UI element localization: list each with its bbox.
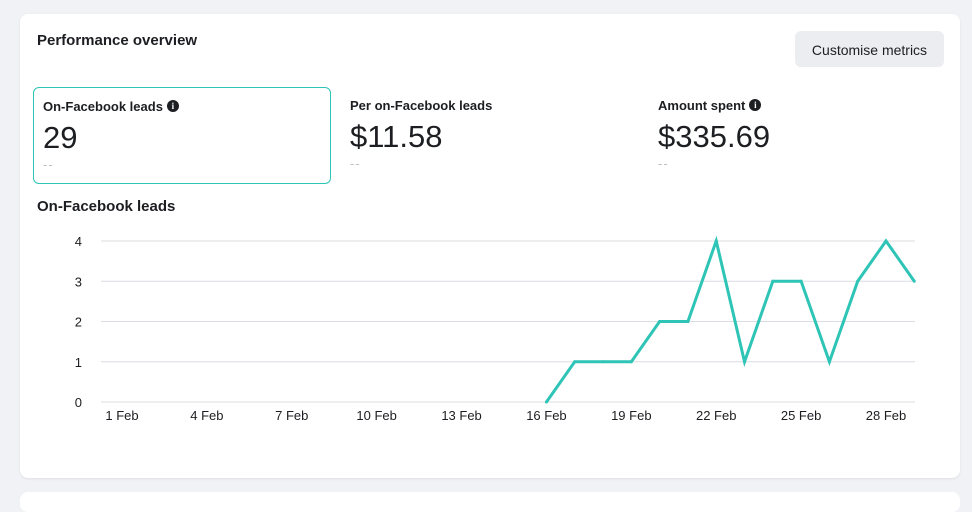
data-point	[601, 360, 605, 364]
metric-value: $11.58	[350, 119, 443, 154]
metric-label: Amount spent i	[658, 96, 938, 114]
data-point	[573, 360, 577, 364]
series-line	[545, 235, 916, 403]
metric-label-text: Amount spent	[658, 97, 746, 113]
data-point	[658, 320, 662, 323]
data-point	[686, 320, 690, 323]
next-card	[20, 492, 960, 512]
customise-metrics-button[interactable]: Customise metrics	[795, 31, 944, 67]
x-tick-label: 28 Feb	[866, 408, 906, 423]
y-tick-label: 4	[75, 234, 82, 249]
info-icon[interactable]: i	[166, 100, 179, 112]
data-point	[799, 279, 803, 283]
data-point	[629, 360, 633, 364]
metric-delta: --	[43, 157, 54, 172]
y-tick-label: 2	[75, 315, 82, 330]
performance-overview-card: Performance overview Customise metrics O…	[20, 14, 960, 478]
data-point	[827, 360, 831, 364]
x-tick-label: 22 Feb	[696, 408, 736, 423]
metric-label: Per on-Facebook leads	[350, 96, 630, 114]
info-icon[interactable]: i	[749, 99, 762, 111]
leads-line-chart: 0 1 2 3 4 1 Feb 4 Feb 7 Feb 10 Feb 13 Feb 16 Feb 19…	[75, 234, 916, 423]
metric-delta: --	[350, 156, 361, 171]
data-point	[544, 400, 548, 404]
x-tick-label: 4 Feb	[190, 408, 223, 423]
metric-label: On-Facebook leads i	[43, 97, 321, 115]
metric-value: $335.69	[658, 119, 771, 154]
data-point	[714, 239, 718, 243]
metric-label-text: Per on-Facebook leads	[350, 97, 493, 113]
y-tick-label: 1	[75, 355, 82, 370]
x-tick-label: 1 Feb	[105, 408, 138, 423]
metric-value: 29	[43, 120, 78, 155]
chart-title: On-Facebook leads	[37, 198, 176, 215]
x-tick-label: 7 Feb	[275, 408, 308, 423]
data-point	[771, 279, 775, 283]
x-tick-label: 13 Feb	[441, 408, 481, 423]
x-tick-label: 10 Feb	[356, 408, 396, 423]
metric-card-cost-per-lead[interactable]: Per on-Facebook leads $11.58 --	[341, 87, 639, 184]
metric-delta: --	[658, 156, 669, 171]
metric-card-amount-spent[interactable]: Amount spent i $335.69 --	[649, 87, 947, 184]
metric-card-leads[interactable]: On-Facebook leads i 29 --	[33, 87, 331, 184]
x-tick-label: 25 Feb	[781, 408, 821, 423]
data-point	[856, 279, 860, 283]
y-tick-label: 3	[75, 274, 82, 289]
x-tick-label: 16 Feb	[526, 408, 566, 423]
card-title: Performance overview	[37, 32, 198, 49]
metric-label-text: On-Facebook leads	[43, 98, 163, 114]
data-point	[912, 279, 916, 283]
x-tick-label: 19 Feb	[611, 408, 651, 423]
data-point	[884, 239, 888, 243]
data-point	[743, 360, 747, 364]
y-tick-label: 0	[75, 395, 82, 410]
